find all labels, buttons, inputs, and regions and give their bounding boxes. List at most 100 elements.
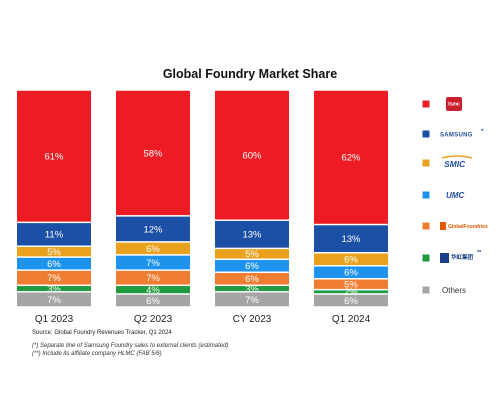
chart-title: Global Foundry Market Share: [163, 67, 337, 81]
smic-logo-arc: [441, 155, 473, 159]
legend-swatch-others: [422, 286, 430, 294]
data-label-samsung-3: 13%: [242, 230, 262, 241]
legend-item-tsmc: tsmc: [422, 97, 462, 111]
bar-segment-samsung-2: [116, 216, 190, 242]
bar-segment-others-1: [17, 292, 91, 307]
bar-segment-smic-3: [215, 249, 289, 259]
bar-segment-samsung-1: [17, 223, 91, 246]
footnote-samsung: (*) Separate line of Samsung Foundry sal…: [32, 343, 228, 349]
legend-item-smic: SMIC: [422, 155, 473, 169]
bar-segment-umc-4: [314, 266, 388, 279]
legend-swatch-umc: [422, 191, 430, 199]
umc-logo-text: UMC: [446, 191, 464, 200]
bar-segment-tsmc-2: [116, 90, 190, 216]
segment-labels-layer: 7%3%7%6%5%11%61%6%4%7%7%6%12%58%7%3%6%6%…: [44, 148, 361, 307]
data-label-others-4: 6%: [344, 296, 358, 307]
tsmc-logo-icon: tsmc: [446, 97, 462, 111]
data-label-umc-2: 7%: [146, 258, 160, 269]
bar-segment-globalfoundries-4: [314, 279, 388, 289]
samsung-logo-text: SAMSUNG: [440, 133, 473, 139]
huahong-logo-mark: [440, 253, 449, 263]
legend-swatch-huahong: [422, 254, 430, 262]
legend-item-globalfoundries: GlobalFoundries: [422, 222, 488, 230]
bar-segment-hua-hong-2: [116, 286, 190, 294]
tsmc-logo-badge: [446, 97, 462, 111]
category-labels-layer: Q1 2023 Q2 2023 CY 2023 Q1 2024: [35, 314, 371, 325]
tsmc-logo-text: tsmc: [448, 102, 460, 108]
bar-segment-samsung-3: [215, 220, 289, 248]
data-label-samsung-2: 12%: [143, 224, 163, 235]
bar-segment-smic-1: [17, 246, 91, 257]
data-label-smic-4: 6%: [344, 255, 358, 266]
data-label-globalfoundries-1: 7%: [47, 273, 61, 284]
bar-segment-umc-2: [116, 255, 190, 270]
bar-segment-globalfoundries-1: [17, 270, 91, 285]
data-label-hua-hong-3: 3%: [245, 284, 259, 295]
data-label-umc-4: 6%: [344, 268, 358, 279]
data-label-smic-1: 5%: [47, 247, 61, 258]
data-label-umc-1: 6%: [47, 259, 61, 270]
legend-swatch-globalfoundries: [422, 222, 430, 230]
legend: tsmc SAMSUNG * SMIC UMC GlobalFoundries 华虹集团**…: [422, 97, 488, 295]
category-label-1: Q1 2023: [35, 314, 74, 325]
data-label-smic-2: 6%: [146, 244, 160, 255]
data-label-samsung-4: 13%: [341, 234, 361, 245]
bar-segment-tsmc-3: [215, 90, 289, 220]
category-label-4: Q1 2024: [332, 314, 371, 325]
category-label-2: Q2 2023: [134, 314, 173, 325]
bar-segment-hua-hong-3: [215, 286, 289, 292]
bar-segment-others-2: [116, 294, 190, 307]
huahong-logo-text: 华虹集团: [451, 253, 474, 261]
bar-segment-samsung-4: [314, 225, 388, 252]
data-label-samsung-1: 11%: [45, 230, 64, 241]
legend-swatch-smic: [422, 159, 430, 167]
data-label-globalfoundries-3: 6%: [245, 274, 259, 285]
bar-segment-hua-hong-1: [17, 286, 91, 292]
data-label-smic-3: 5%: [245, 249, 259, 260]
globalfoundries-logo-icon: GlobalFoundries: [440, 222, 488, 230]
legend-item-umc: UMC: [422, 191, 464, 200]
legend-item-others: Others: [422, 286, 466, 295]
bar-segment-smic-2: [116, 242, 190, 255]
bar-segment-umc-1: [17, 257, 91, 270]
data-label-globalfoundries-2: 7%: [146, 273, 160, 284]
footnote-huahong: (**) Include its affiliate company HLMC …: [32, 351, 162, 357]
globalfoundries-logo-mark: [440, 222, 446, 230]
smic-logo-text: SMIC: [444, 159, 466, 169]
category-label-3: CY 2023: [233, 314, 272, 325]
data-label-others-2: 6%: [146, 296, 160, 307]
data-label-globalfoundries-4: 5%: [344, 280, 358, 291]
bar-segment-globalfoundries-2: [116, 270, 190, 285]
bar-segment-hua-hong-4: [314, 290, 388, 294]
bar-segment-tsmc-4: [314, 90, 388, 224]
umc-logo-icon: UMC: [446, 191, 464, 200]
data-label-hua-hong-1: 3%: [47, 284, 61, 295]
globalfoundries-logo-text: GlobalFoundries: [448, 224, 488, 230]
smic-logo-icon: SMIC: [441, 155, 473, 169]
data-label-others-3: 7%: [245, 295, 259, 306]
legend-item-huahong: 华虹集团**: [422, 250, 482, 263]
legend-item-samsung: SAMSUNG *: [422, 129, 484, 139]
samsung-logo-icon: SAMSUNG *: [440, 129, 484, 139]
legend-swatch-tsmc: [422, 100, 430, 108]
bar-segment-others-3: [215, 292, 289, 307]
bar-segment-globalfoundries-3: [215, 273, 289, 285]
huahong-footnote-marker: **: [477, 250, 482, 256]
samsung-footnote-marker: *: [481, 129, 484, 135]
bar-segment-tsmc-1: [17, 90, 91, 222]
data-label-hua-hong-4: 2%: [344, 287, 358, 298]
bars-layer: [17, 90, 388, 307]
data-label-tsmc-3: 60%: [242, 151, 262, 162]
bar-segment-others-4: [314, 294, 388, 307]
data-label-tsmc-2: 58%: [143, 148, 163, 159]
data-label-umc-3: 6%: [245, 261, 259, 272]
data-label-others-1: 7%: [47, 295, 61, 306]
data-label-hua-hong-2: 4%: [146, 285, 160, 296]
data-label-tsmc-1: 61%: [44, 152, 64, 163]
bar-segment-smic-4: [314, 253, 388, 266]
bar-segment-umc-3: [215, 260, 289, 272]
legend-label-others: Others: [442, 286, 466, 295]
source-note: Source: Global Foundry Revenues Tracker,…: [32, 330, 172, 336]
data-label-tsmc-4: 62%: [341, 153, 361, 164]
